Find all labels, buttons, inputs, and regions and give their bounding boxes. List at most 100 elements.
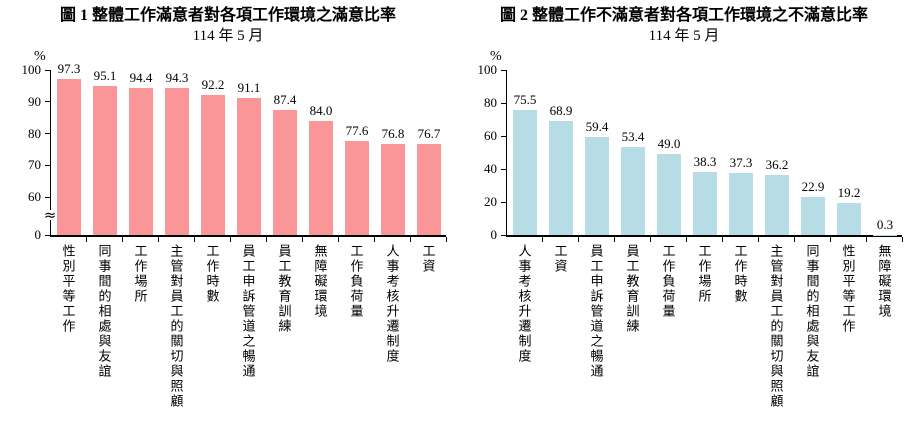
x-axis-tick bbox=[230, 237, 231, 242]
bar bbox=[129, 87, 153, 235]
category-label-text: 同事間的相處與友誼 bbox=[804, 244, 820, 379]
bar bbox=[657, 154, 681, 235]
bar-value-label: 53.4 bbox=[621, 128, 645, 144]
x-axis-tick bbox=[122, 237, 123, 242]
category-label: 工作時數 bbox=[722, 244, 758, 416]
bar bbox=[309, 120, 333, 235]
y-axis-tick bbox=[501, 69, 507, 71]
x-axis-tick bbox=[578, 237, 579, 242]
category-label: 性別平等工作 bbox=[830, 244, 866, 416]
bar bbox=[765, 175, 789, 235]
chart-subtitle: 114 年 5 月 bbox=[192, 28, 264, 44]
bar bbox=[837, 203, 861, 235]
category-label-text: 工作時數 bbox=[204, 244, 220, 304]
category-label: 員工申訴管道之暢通 bbox=[578, 244, 614, 416]
category-label-text: 人事考核升遷制度 bbox=[516, 244, 532, 364]
bar-value-label: 91.1 bbox=[237, 80, 261, 96]
bar bbox=[57, 78, 81, 235]
y-axis-tick-label: 40 bbox=[484, 161, 497, 176]
bar-value-label: 84.0 bbox=[309, 102, 333, 118]
bar bbox=[417, 143, 441, 235]
category-label-text: 員工申訴管道之暢通 bbox=[240, 244, 256, 379]
x-axis-tick bbox=[830, 237, 831, 242]
x-axis-tick bbox=[614, 237, 615, 242]
category-label-text: 性別平等工作 bbox=[840, 244, 856, 334]
category-label-text: 工資 bbox=[420, 244, 436, 274]
x-axis-tick bbox=[194, 237, 195, 242]
category-label: 工作負荷量 bbox=[650, 244, 686, 416]
y-axis-tick bbox=[45, 133, 51, 134]
category-label-text: 工作負荷量 bbox=[660, 244, 676, 319]
y-axis-tick bbox=[45, 69, 51, 71]
y-axis-tick-label: 60 bbox=[28, 189, 41, 204]
category-label-text: 主管對員工的關切與照顧 bbox=[168, 244, 184, 409]
bar-value-label: 76.8 bbox=[381, 125, 405, 141]
bar-value-label: 22.9 bbox=[801, 179, 825, 195]
bar-value-label: 76.7 bbox=[417, 125, 441, 141]
x-axis-tick bbox=[374, 237, 375, 242]
category-label: 員工教育訓練 bbox=[266, 244, 302, 416]
category-label: 同事間的相處與友誼 bbox=[86, 244, 122, 416]
bar-value-label: 37.3 bbox=[729, 155, 753, 171]
y-axis-unit-label: % bbox=[490, 49, 502, 64]
y-axis-tick bbox=[45, 101, 51, 103]
bar bbox=[201, 94, 225, 235]
category-label: 工資 bbox=[410, 244, 446, 416]
x-axis-tick bbox=[266, 237, 267, 242]
x-axis-tick bbox=[650, 237, 651, 242]
bar-value-label: 97.3 bbox=[57, 60, 81, 76]
y-axis-tick bbox=[501, 168, 507, 170]
category-label-text: 主管對員工的關切與照顧 bbox=[768, 244, 784, 409]
bar-value-label: 95.1 bbox=[93, 67, 117, 83]
x-axis-tick bbox=[446, 237, 447, 242]
bar bbox=[513, 110, 537, 235]
chart-title: 圖 1 整體工作滿意者對各項工作環境之滿意比率 bbox=[59, 7, 396, 24]
x-axis-tick bbox=[722, 237, 723, 242]
plot-wrap: % 0 20 40 60 80 100 75.5 68.9 59.4 53.4 49.0 38.3 37… bbox=[478, 49, 903, 416]
category-label: 主管對員工的關切與照顧 bbox=[758, 244, 794, 416]
bar-value-label: 49.0 bbox=[657, 136, 681, 152]
category-label-text: 員工教育訓練 bbox=[276, 244, 292, 334]
category-label-text: 員工申訴管道之暢通 bbox=[588, 244, 604, 379]
bar-value-label: 94.4 bbox=[129, 69, 153, 85]
bar bbox=[345, 141, 369, 235]
plot-area: 0 20 40 60 80 100 75.5 68.9 59.4 53.4 49.0 38.3 37.3… bbox=[478, 63, 903, 242]
bar-value-label: 68.9 bbox=[549, 103, 573, 119]
bar bbox=[621, 146, 645, 235]
x-axis-tick bbox=[902, 237, 903, 242]
bar-value-label: 38.3 bbox=[693, 153, 717, 169]
category-label-text: 工作時數 bbox=[732, 244, 748, 304]
category-label-text: 員工教育訓練 bbox=[624, 244, 640, 334]
category-label: 無障礙環境 bbox=[302, 244, 338, 416]
x-axis-tick bbox=[866, 237, 867, 242]
x-axis-tick bbox=[542, 237, 543, 242]
bar bbox=[585, 137, 609, 235]
y-axis-tick-label: 70 bbox=[28, 157, 41, 173]
bar-value-label: 77.6 bbox=[345, 123, 369, 139]
bar bbox=[93, 85, 117, 235]
x-axis-tick bbox=[686, 237, 687, 242]
bar-value-label: 92.2 bbox=[201, 76, 225, 92]
x-axis-tick bbox=[794, 237, 795, 242]
bar-value-label: 59.4 bbox=[585, 119, 609, 134]
bar bbox=[273, 110, 297, 235]
category-label-text: 工作場所 bbox=[132, 244, 148, 304]
category-label-text: 同事間的相處與友誼 bbox=[96, 244, 112, 379]
y-axis-tick bbox=[501, 135, 507, 137]
bar bbox=[549, 121, 573, 235]
category-label: 無障礙環境 bbox=[866, 244, 902, 416]
y-axis-tick-label: 80 bbox=[484, 95, 497, 110]
x-axis-category-labels: 人事考核升遷制度 工資 員工申訴管道之暢通 員工教育訓練 工作負荷量 工作場所 工作時數 主管… bbox=[506, 244, 902, 416]
category-label: 主管對員工的關切與照顧 bbox=[158, 244, 194, 416]
y-axis-tick-label: 20 bbox=[484, 194, 497, 209]
bar-value-label: 94.3 bbox=[165, 70, 189, 86]
category-label-text: 工作負荷量 bbox=[348, 244, 364, 319]
chart-satisfaction: 圖 1 整體工作滿意者對各項工作環境之滿意比率 114 年 5 月 % 0 60 7… bbox=[0, 0, 456, 416]
x-axis-tick bbox=[410, 237, 411, 242]
x-axis-category-labels: 性別平等工作 同事間的相處與友誼 工作場所 主管對員工的關切與照顧 工作時數 員工申訴管道… bbox=[50, 244, 446, 416]
y-axis-tick-label: 0 bbox=[490, 227, 498, 242]
chart-subtitle: 114 年 5 月 bbox=[648, 28, 720, 44]
x-axis-tick bbox=[758, 237, 759, 242]
category-label: 工作場所 bbox=[122, 244, 158, 416]
bar-value-label: 87.4 bbox=[273, 92, 297, 108]
